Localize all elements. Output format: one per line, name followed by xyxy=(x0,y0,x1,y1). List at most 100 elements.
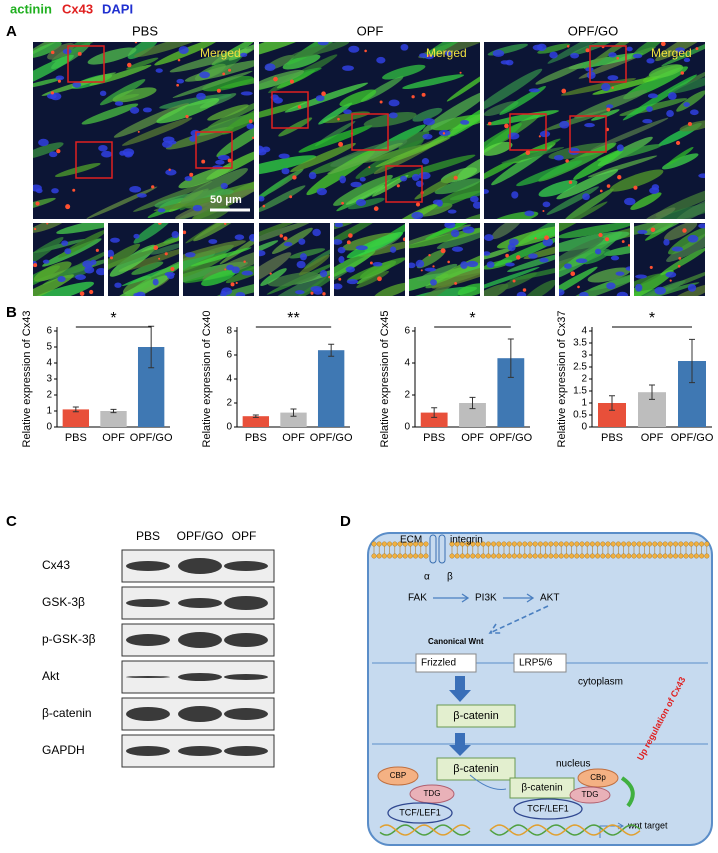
diagram-text: CBP xyxy=(390,771,406,780)
lipid-head xyxy=(605,553,611,559)
band xyxy=(224,633,268,647)
nucleus xyxy=(563,263,572,269)
lipid-head xyxy=(449,553,455,559)
diagram-text: α xyxy=(424,572,430,583)
fiber xyxy=(225,259,254,284)
nucleus xyxy=(246,123,254,130)
cx43-dot xyxy=(453,175,458,180)
lipid-head xyxy=(402,541,408,547)
cx43-dot xyxy=(227,158,232,163)
fiber xyxy=(648,64,684,78)
y-axis-label: Relative expression of Cx40 xyxy=(201,311,213,448)
nucleus xyxy=(505,262,515,267)
nucleus xyxy=(586,71,596,79)
nucleus xyxy=(355,199,367,207)
lipid-head xyxy=(673,541,679,547)
error-bar xyxy=(649,384,655,400)
nucleus xyxy=(409,262,416,269)
lipid-head xyxy=(574,553,580,559)
fiber xyxy=(501,147,565,164)
lipid-head xyxy=(636,541,642,547)
x-tick-label: OPF/GO xyxy=(310,432,353,444)
nucleus xyxy=(516,291,527,296)
diagram-text: CBp xyxy=(590,773,606,782)
lipid-head xyxy=(558,541,564,547)
lipid-head xyxy=(465,553,471,559)
lipid-head xyxy=(475,553,481,559)
nucleus xyxy=(259,250,266,257)
cx43-dot xyxy=(328,275,330,279)
bar xyxy=(420,412,448,427)
fiber xyxy=(590,109,620,121)
lipid-head xyxy=(569,541,575,547)
significance: * xyxy=(649,310,655,327)
lipid-head xyxy=(392,541,398,547)
nucleus xyxy=(196,92,206,100)
nucleus xyxy=(167,140,177,145)
cx43-dot xyxy=(621,240,625,243)
fiber xyxy=(334,223,386,252)
cx43-dot xyxy=(373,206,379,211)
cx43-dot xyxy=(432,265,435,268)
cx43-dot xyxy=(127,62,132,68)
cx43-dot xyxy=(565,159,569,163)
y-tick-label: 2 xyxy=(46,390,52,401)
cx43-dot xyxy=(522,288,527,292)
nucleus xyxy=(528,88,540,93)
nucleus xyxy=(626,46,633,52)
fiber xyxy=(259,155,317,177)
nucleus xyxy=(208,239,218,244)
fiber xyxy=(42,245,104,285)
fiber xyxy=(609,169,664,192)
cx43-dot xyxy=(177,58,181,62)
y-tick-label: 4 xyxy=(581,326,587,337)
cx43-dot xyxy=(504,123,509,129)
cx43-dot xyxy=(364,49,367,53)
fiber xyxy=(259,223,315,247)
nucleus xyxy=(133,233,140,239)
legend-actinin: actinin xyxy=(10,1,52,16)
nucleus xyxy=(55,75,65,81)
fiber xyxy=(228,43,254,61)
cx43-dot xyxy=(33,227,37,231)
nucleus xyxy=(500,60,510,65)
fiber xyxy=(590,117,669,151)
nucleus xyxy=(606,282,616,290)
fiber xyxy=(259,240,279,257)
lipid-head xyxy=(563,553,569,559)
nucleus xyxy=(165,169,177,176)
lipid-head xyxy=(558,553,564,559)
lipid-head xyxy=(501,553,507,559)
fiber xyxy=(81,103,139,125)
lipid-head xyxy=(621,541,627,547)
bar xyxy=(280,412,307,427)
nucleus xyxy=(444,223,456,229)
lipid-head xyxy=(543,541,549,547)
cx43-dot xyxy=(606,107,611,112)
cx43-dot xyxy=(95,248,99,252)
band xyxy=(178,598,222,608)
error-bar xyxy=(110,408,117,414)
cx43-dot xyxy=(289,79,294,84)
cx43-dot xyxy=(428,254,431,257)
fiber xyxy=(33,274,74,296)
lipid-head xyxy=(667,553,673,559)
cx43-dot xyxy=(442,132,446,135)
nucleus xyxy=(281,167,290,175)
micrograph xyxy=(108,223,179,296)
cx43-dot xyxy=(577,285,580,289)
x-tick-label: OPF xyxy=(102,432,125,444)
fiber xyxy=(207,96,254,128)
lipid-head xyxy=(683,553,689,559)
band xyxy=(224,561,268,571)
fiber xyxy=(346,232,404,259)
y-tick-label: 0.5 xyxy=(573,410,587,421)
band xyxy=(178,746,222,756)
lipid-head xyxy=(584,553,590,559)
fiber xyxy=(216,120,254,158)
cx43-dot xyxy=(379,100,383,104)
cx43-dot xyxy=(542,209,545,213)
nucleus xyxy=(667,92,677,100)
y-tick-label: 3 xyxy=(46,374,52,385)
integrin-alpha xyxy=(429,534,437,564)
